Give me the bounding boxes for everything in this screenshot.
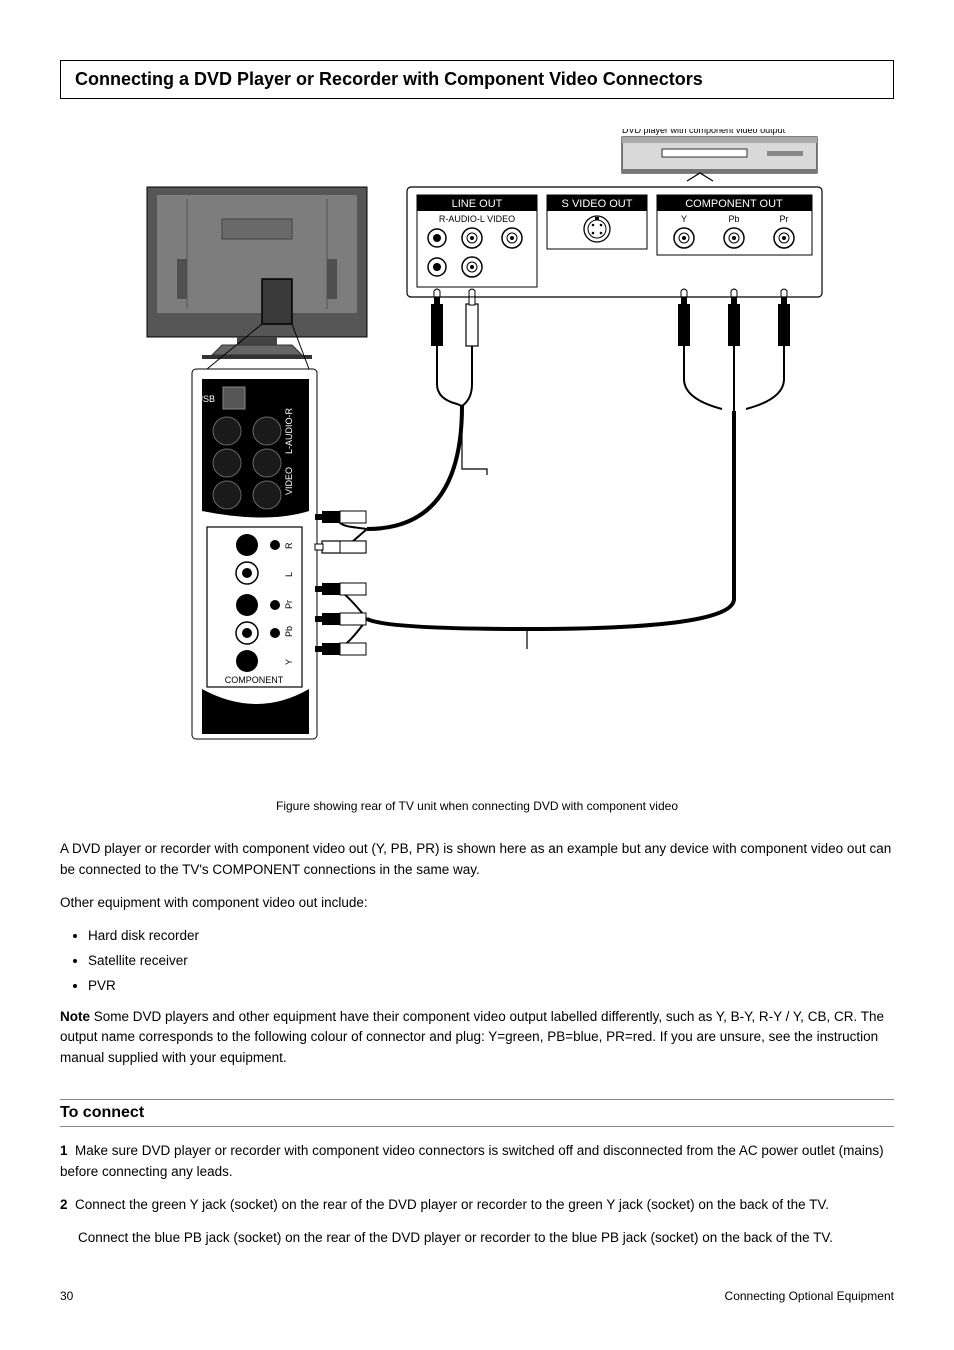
component-pr: Pr: [780, 214, 789, 224]
step-1-num: 1: [60, 1143, 68, 1158]
list-item: Hard disk recorder: [88, 926, 894, 947]
step-2-num: 2: [60, 1197, 68, 1212]
intro-text: A DVD player or recorder with component …: [60, 839, 894, 1069]
subsection-header: To connect: [60, 1099, 894, 1127]
tv-component-label: COMPONENT: [225, 675, 284, 685]
steps-text: 1 Make sure DVD player or recorder with …: [60, 1141, 894, 1249]
section-title: Connecting a DVD Player or Recorder with…: [75, 69, 879, 90]
connection-diagram: DVD player with component video output L…: [127, 129, 827, 769]
tv-r-label: R: [284, 542, 294, 549]
intro-pb: PB,: [391, 841, 417, 856]
audio-plugs-dvd-side: [431, 289, 478, 406]
intro-span-1: A DVD player or recorder with component …: [60, 841, 376, 856]
note-label: Note: [60, 1009, 90, 1024]
subsection-title: To connect: [60, 1104, 894, 1122]
line-out-sub: R-AUDIO-L VIDEO: [439, 214, 515, 224]
step-2b: Connect the blue PB jack (socket) on the…: [60, 1228, 894, 1249]
component-out-title: COMPONENT OUT: [685, 198, 783, 210]
list-item: Satellite receiver: [88, 951, 894, 972]
audio-cable: [367, 406, 462, 529]
step-1-text: Make sure DVD player or recorder with co…: [60, 1143, 884, 1179]
tv-pb-label: Pb: [284, 626, 294, 637]
diagram-svg: DVD player with component video output L…: [127, 129, 827, 769]
figure-caption: Figure showing rear of TV unit when conn…: [60, 799, 894, 813]
page-footer: 30 Connecting Optional Equipment: [60, 1289, 894, 1303]
line-out-panel: LINE OUT R-AUDIO-L VIDEO: [417, 195, 537, 287]
footer-page-number: 30: [60, 1289, 73, 1303]
device-callout-caret-icon: [687, 173, 713, 181]
intro-pr: PR: [416, 841, 435, 856]
device-label: DVD player with component video output: [622, 129, 786, 135]
list-item: PVR: [88, 976, 894, 997]
section-title-box: Connecting a DVD Player or Recorder with…: [60, 60, 894, 99]
component-out-panel: COMPONENT OUT Y Pb Pr: [657, 195, 812, 255]
component-y: Y: [681, 214, 687, 224]
list-lead: Other equipment with component video out…: [60, 893, 894, 914]
step-2a: 2 Connect the green Y jack (socket) on t…: [60, 1195, 894, 1216]
note-text: Some DVD players and other equipment hav…: [60, 1009, 884, 1066]
tv-y-label: Y: [284, 659, 294, 665]
note-paragraph: Note Some DVD players and other equipmen…: [60, 1007, 894, 1070]
component-pb: Pb: [728, 214, 739, 224]
step-1: 1 Make sure DVD player or recorder with …: [60, 1141, 894, 1183]
intro-paragraph: A DVD player or recorder with component …: [60, 839, 894, 881]
audio-label: L-AUDIO-R: [284, 407, 294, 454]
tv-illustration: [147, 187, 367, 369]
audio-cable-step-icon: [462, 406, 487, 475]
svideo-title: S VIDEO OUT: [562, 198, 633, 210]
footer-section-name: Connecting Optional Equipment: [725, 1289, 894, 1303]
tv-side-panel: USB VIDEO L-AUDIO-R R L: [192, 369, 317, 739]
component-plugs-dvd-side: [678, 289, 790, 411]
usb-label: USB: [196, 394, 215, 404]
video-label: VIDEO: [284, 467, 294, 495]
component-cable: [367, 411, 734, 629]
step-2a-text: Connect the green Y jack (socket) on the…: [75, 1197, 829, 1212]
tv-l-label: L: [284, 572, 294, 577]
intro-y: Y,: [376, 841, 391, 856]
svideo-out-panel: S VIDEO OUT: [547, 195, 647, 249]
tv-pr-label: Pr: [284, 600, 294, 609]
tv-side-plugs: [315, 511, 366, 655]
dvd-device-icon: [622, 137, 817, 173]
equipment-list: Hard disk recorder Satellite receiver PV…: [60, 926, 894, 997]
line-out-title: LINE OUT: [452, 198, 503, 210]
